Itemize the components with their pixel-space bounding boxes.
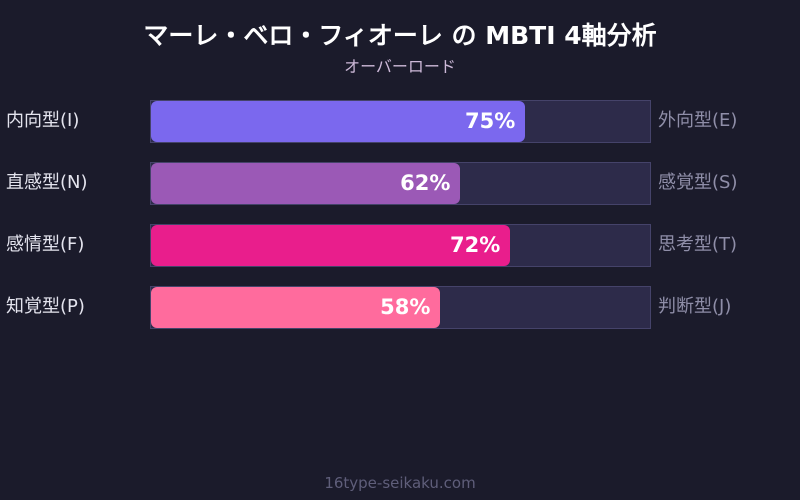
right-label: 思考型(T) <box>658 234 738 255</box>
left-label: 内向型(I) <box>6 110 80 131</box>
footer-source: 16type-seikaku.com <box>324 474 476 492</box>
left-label: 知覚型(P) <box>6 296 85 317</box>
right-label: 判断型(J) <box>658 296 732 317</box>
bar-track: 58% <box>150 286 651 329</box>
axis-row-ie: 内向型(I) 75% 外向型(E) <box>0 100 800 143</box>
axis-row-pj: 知覚型(P) 58% 判断型(J) <box>0 286 800 329</box>
percent-label: 75% <box>464 109 516 133</box>
percent-label: 58% <box>380 295 431 319</box>
bar-track: 62% <box>150 162 651 205</box>
chart-title: マーレ・ベロ・フィオーレ の MBTI 4軸分析 <box>143 21 657 50</box>
percent-label: 72% <box>450 233 501 257</box>
chart-subtitle: オーバーロード <box>344 57 456 76</box>
percent-label: 62% <box>400 171 451 195</box>
axis-row-ft: 感情型(F) 72% 思考型(T) <box>0 224 800 267</box>
left-label: 感情型(F) <box>6 234 85 255</box>
left-label: 直感型(N) <box>6 172 88 193</box>
bar-fill: 62% <box>151 163 461 204</box>
bar-track: 72% <box>150 224 651 267</box>
bar-fill: 72% <box>151 225 511 266</box>
right-label: 外向型(E) <box>658 110 738 131</box>
right-label: 感覚型(S) <box>658 172 738 193</box>
bar-fill: 75% <box>151 101 526 142</box>
bar-track: 75% <box>150 100 651 143</box>
axis-row-ns: 直感型(N) 62% 感覚型(S) <box>0 162 800 205</box>
bar-fill: 58% <box>151 287 441 328</box>
